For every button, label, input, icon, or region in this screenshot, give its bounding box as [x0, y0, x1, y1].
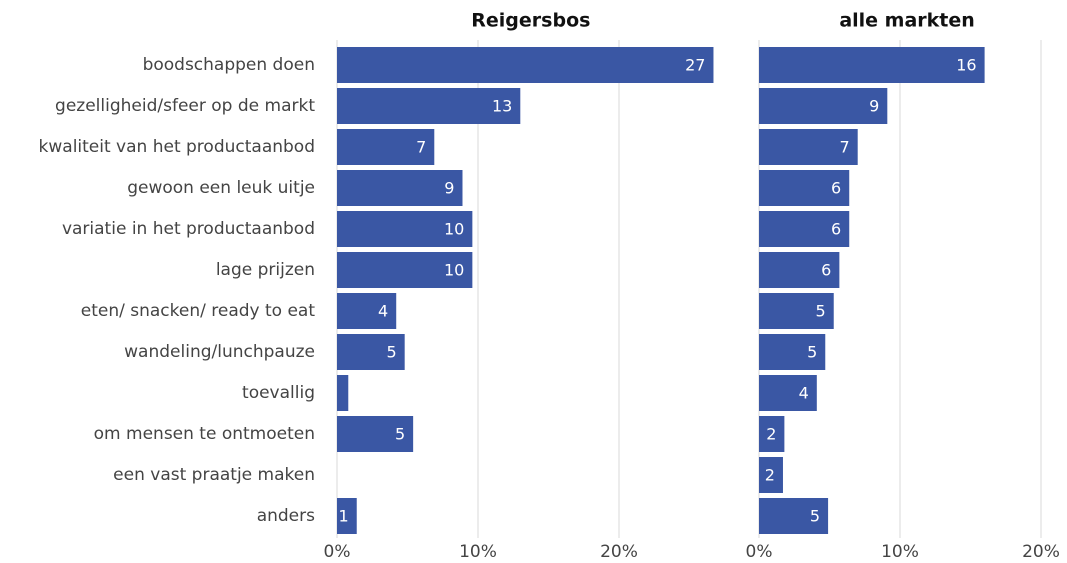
x-tick-label: 0% — [746, 542, 773, 562]
data-label: 4 — [799, 384, 809, 403]
data-label: 5 — [816, 302, 826, 321]
y-tick-label: toevallig — [242, 383, 315, 403]
y-tick-label: om mensen te ontmoeten — [94, 424, 315, 444]
x-tick-label: 10% — [459, 542, 497, 562]
bar — [759, 416, 785, 452]
data-label: 16 — [956, 56, 976, 75]
bar — [337, 293, 397, 329]
bar — [759, 293, 834, 329]
data-label: 4 — [378, 302, 388, 321]
y-tick-label: lage prijzen — [216, 260, 315, 280]
data-label: 9 — [869, 97, 879, 116]
panel-title: Reigersbos — [471, 10, 590, 32]
y-tick-label: anders — [257, 506, 315, 526]
y-tick-label: wandeling/lunchpauze — [124, 342, 315, 362]
bar — [759, 334, 826, 370]
data-label: 27 — [685, 56, 705, 75]
x-tick-label: 20% — [600, 542, 638, 562]
x-tick-label: 10% — [881, 542, 919, 562]
bar — [759, 498, 829, 534]
y-tick-label: gewoon een leuk uitje — [127, 178, 315, 198]
x-tick-label: 0% — [324, 542, 351, 562]
bar — [759, 129, 858, 165]
y-tick-label: boodschappen doen — [143, 55, 315, 75]
bar — [759, 88, 888, 124]
bar — [337, 416, 414, 452]
y-tick-label: kwaliteit van het productaanbod — [39, 137, 315, 157]
bar — [759, 457, 783, 493]
bar — [759, 252, 840, 288]
data-label: 5 — [807, 343, 817, 362]
x-tick-label: 20% — [1022, 542, 1060, 562]
y-tick-label: eten/ snacken/ ready to eat — [81, 301, 316, 321]
data-label: 5 — [395, 425, 405, 444]
data-label: 6 — [831, 220, 841, 239]
bar — [759, 375, 817, 411]
data-label: 10 — [444, 261, 464, 280]
data-label: 6 — [821, 261, 831, 280]
data-label: 7 — [840, 138, 850, 157]
y-tick-label: variatie in het productaanbod — [62, 219, 315, 239]
y-tick-label: gezelligheid/sfeer op de markt — [55, 96, 315, 116]
data-label: 13 — [492, 97, 512, 116]
bar — [337, 375, 349, 411]
bar — [337, 498, 357, 534]
data-label: 5 — [386, 343, 396, 362]
bar — [337, 170, 463, 206]
bar — [337, 252, 473, 288]
data-label: 2 — [765, 466, 775, 485]
bar — [337, 88, 521, 124]
bar — [337, 211, 473, 247]
bar — [337, 47, 714, 83]
data-label: 7 — [416, 138, 426, 157]
data-label: 10 — [444, 220, 464, 239]
bar — [759, 47, 985, 83]
y-tick-label: een vast praatje maken — [113, 465, 315, 485]
data-label: 5 — [810, 507, 820, 526]
panel-title: alle markten — [839, 10, 974, 32]
bar — [337, 129, 435, 165]
data-label: 2 — [766, 425, 776, 444]
data-label: 9 — [444, 179, 454, 198]
bar — [337, 334, 405, 370]
bar — [759, 170, 850, 206]
data-label: 1 — [339, 507, 349, 526]
bar — [759, 211, 850, 247]
data-label: 6 — [831, 179, 841, 198]
